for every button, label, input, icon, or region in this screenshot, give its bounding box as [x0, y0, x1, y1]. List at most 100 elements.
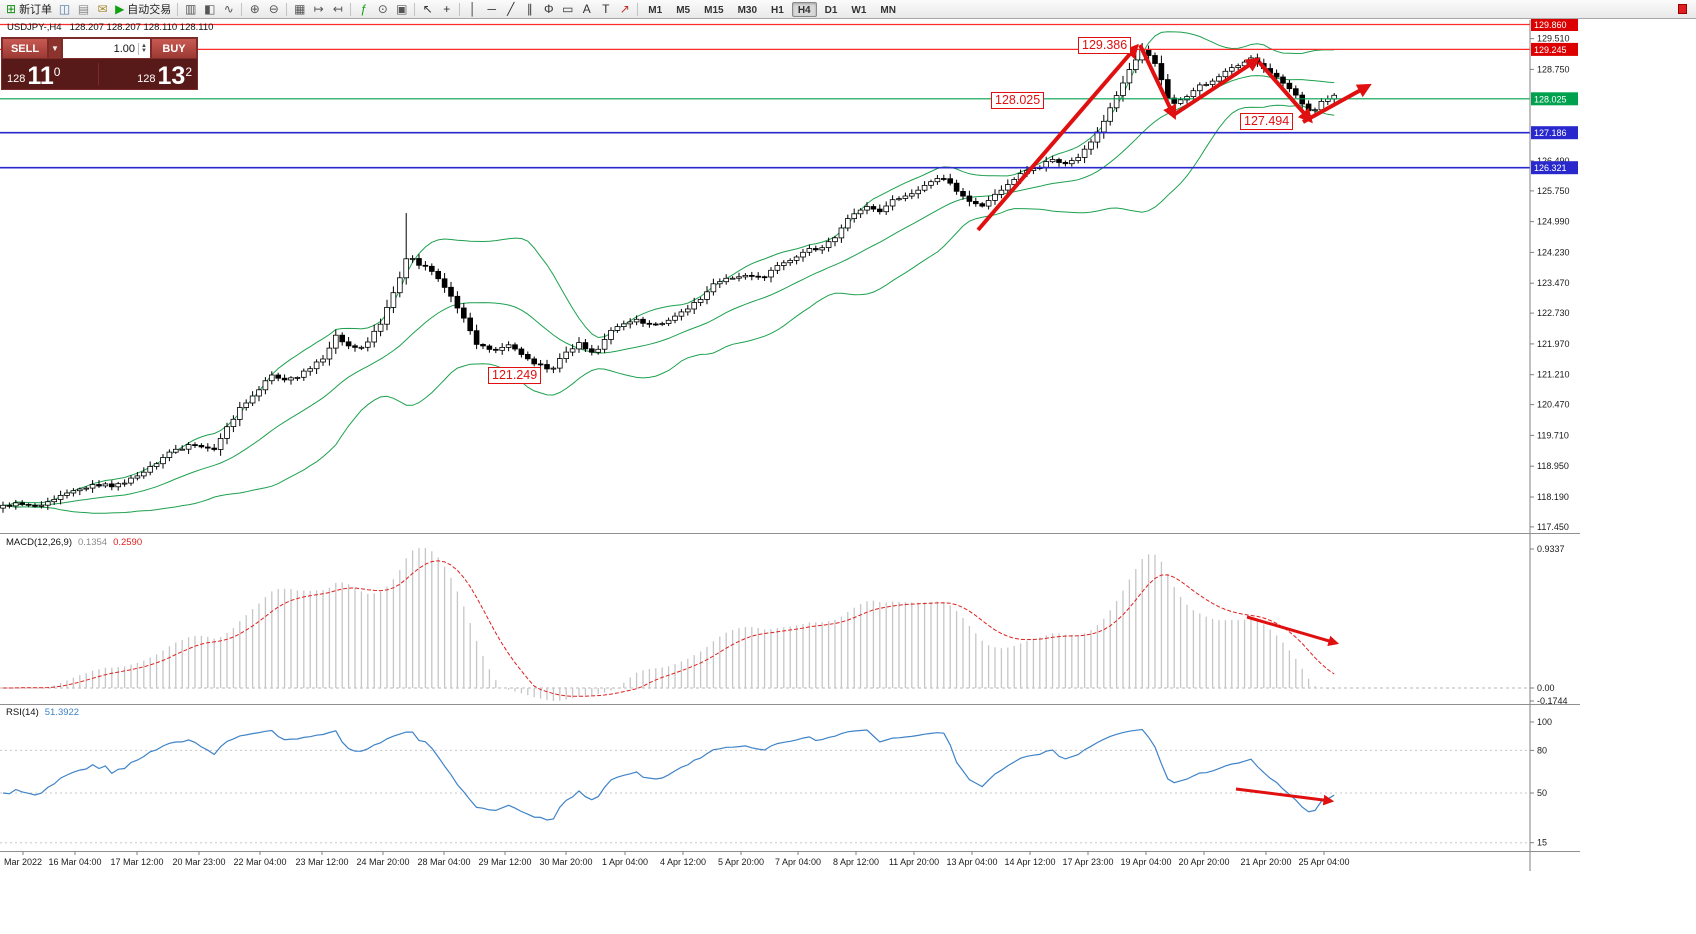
toolbar-text-tool-button[interactable]: A [577, 1, 596, 17]
toolbar-new-order-button[interactable]: ⊞ 新订单 [3, 1, 55, 17]
toolbar-trendline-tool-button[interactable]: ╱ [501, 1, 520, 17]
rsi-line [2, 728, 1335, 821]
symbol-title: USDJPY-,H4 [7, 22, 62, 33]
volume-stepper[interactable]: ▲ ▼ [138, 42, 149, 55]
toolbar-chart-shift-button[interactable]: ↤ [328, 1, 347, 17]
volume-field[interactable]: 1.00 ▲ ▼ [62, 38, 151, 59]
line-chart-type-icon: ∿ [223, 2, 234, 16]
trend-arrow[interactable] [976, 43, 1139, 232]
trend-arrow[interactable] [1138, 44, 1177, 120]
toolbar-auto-trading-button[interactable]: ▶ 自动交易 [112, 1, 174, 17]
toolbar-tile-windows-button[interactable]: ▦ [290, 1, 309, 17]
toolbar-zoom-out-button[interactable]: ⊖ [264, 1, 283, 17]
time-label: 21 Apr 20:00 [1240, 857, 1291, 867]
time-label: 13 Apr 04:00 [946, 857, 997, 867]
trend-arrow[interactable] [1246, 615, 1340, 647]
bar-chart-type-icon: ▥ [185, 2, 197, 16]
buy-button[interactable]: BUY [151, 38, 197, 59]
trend-annotations[interactable] [976, 43, 1372, 806]
toolbar-arrow-tool-button[interactable]: ↗ [615, 1, 634, 17]
timeframe-M15[interactable]: M15 [704, 4, 724, 16]
toolbar-items: ⊞ 新订单 ◫ ▤ ✉ ▶ 自动交易 ▥ ◧ ∿ ⊕ ⊖ ▦ ↦ ↤ ƒ ⊙ ▣ ↖ + │ ─ ╱ ∥ Φ ▭ A T ↗ [3, 0, 641, 18]
rsi-name: RSI(14) [6, 707, 39, 718]
price-annotation-label[interactable]: 121.249 [488, 367, 542, 384]
bollinger-middle-band [2, 75, 1335, 507]
macd-axis-label: 0.00 [1537, 683, 1555, 693]
auto-scroll-icon: ↦ [313, 2, 324, 16]
periods-icon: ⊙ [377, 2, 388, 16]
auto-trading-icon: ▶ [115, 2, 125, 16]
toolbar-fibonacci-tool-button[interactable]: Φ [539, 1, 558, 17]
horizontal-level-lines[interactable] [0, 23, 1530, 169]
toolbar-cursor-button[interactable]: ↖ [418, 1, 437, 17]
timeframe-MN[interactable]: MN [880, 4, 896, 16]
toolbar-vertical-line-tool-button[interactable]: │ [463, 1, 482, 17]
timeframe-M1[interactable]: M1 [648, 4, 663, 16]
ohlc-values: 128.207 128.207 128.110 128.110 [69, 22, 214, 33]
price-marker [1531, 126, 1578, 140]
candles [0, 43, 1338, 513]
time-label: 8 Apr 12:00 [833, 857, 879, 867]
toolbar-separator [350, 2, 352, 16]
sell-options-caret-icon[interactable]: ▼ [48, 38, 62, 59]
time-label: 20 Apr 20:00 [1178, 857, 1229, 867]
bid-prefix: 128 [7, 73, 26, 85]
svg-text:128.025: 128.025 [1534, 94, 1567, 104]
toolbar-data-window-button[interactable]: ▤ [74, 1, 93, 17]
toolbar-periods-button[interactable]: ⊙ [373, 1, 392, 17]
toolbar-candle-chart-type-button[interactable]: ◧ [200, 1, 219, 17]
price-tick-label: 124.230 [1537, 247, 1570, 257]
svg-text:129.860: 129.860 [1534, 20, 1567, 30]
stepper-down-icon[interactable]: ▼ [141, 47, 147, 54]
price-annotation-label[interactable]: 127.494 [1240, 113, 1294, 130]
trend-arrow[interactable] [1170, 57, 1261, 118]
macd-main-value: 0.1354 [78, 537, 108, 548]
time-label: Mar 2022 [4, 857, 42, 867]
price-tick-label: 121.210 [1537, 370, 1570, 380]
toolbar-channel-tool-button[interactable]: ∥ [520, 1, 539, 17]
toolbar-bar-chart-type-button[interactable]: ▥ [181, 1, 200, 17]
macd-signal-line [3, 560, 1335, 697]
trend-arrow[interactable] [1235, 787, 1335, 806]
timeframe-M30[interactable]: M30 [737, 4, 758, 16]
toolbar-templates-button[interactable]: ▣ [392, 1, 411, 17]
vertical-line-tool-icon: │ [469, 2, 477, 16]
trend-arrow[interactable] [1257, 60, 1313, 124]
toolbar-auto-scroll-button[interactable]: ↦ [309, 1, 328, 17]
timeframe-M5[interactable]: M5 [676, 4, 691, 16]
toolbar-crosshair-button[interactable]: + [437, 1, 456, 17]
price-tick-label: 121.970 [1537, 339, 1570, 349]
sell-button[interactable]: SELL [2, 38, 48, 59]
toolbar-market-watch-button[interactable]: ◫ [55, 1, 74, 17]
macd-panel: 0.9337 0.00 -0.1744 [0, 544, 1568, 706]
timeframe-H1[interactable]: H1 [771, 4, 784, 16]
trend-arrow[interactable] [1302, 83, 1372, 124]
toolbar-line-chart-type-button[interactable]: ∿ [219, 1, 238, 17]
toolbar-zoom-in-button[interactable]: ⊕ [245, 1, 264, 17]
one-click-trading-panel: SELL ▼ 1.00 ▲ ▼ BUY 128 11 0 128 13 2 [1, 37, 198, 90]
toolbar-indicators-add-button[interactable]: ƒ [354, 1, 373, 17]
price-annotation-label[interactable]: 128.025 [991, 92, 1045, 109]
timeframe-W1[interactable]: W1 [851, 4, 867, 16]
timeframe-H4[interactable]: H4 [791, 1, 817, 17]
time-label: 11 Apr 20:00 [889, 857, 939, 867]
zoom-in-icon: ⊕ [249, 2, 260, 16]
time-axis[interactable]: Mar 2022 16 Mar 04:00 17 Mar 12:00 20 Mar 2… [4, 851, 1350, 867]
time-label: 25 Apr 04:00 [1298, 857, 1349, 867]
price-annotation-label[interactable]: 129.386 [1078, 37, 1132, 54]
toolbar-horizontal-line-tool-button[interactable]: ─ [482, 1, 501, 17]
bid-price: 128 11 0 [7, 64, 60, 89]
price-axis: 129.510 128.750 126.490 125.750 124.990 124.2… [1529, 18, 1578, 871]
toolbar-navigator-button[interactable]: ✉ [93, 1, 112, 17]
price-divider [98, 62, 100, 85]
toolbar-label-tool-button[interactable]: T [596, 1, 615, 17]
toolbar-separator [286, 2, 288, 16]
cursor-icon: ↖ [422, 2, 433, 16]
alert-indicator[interactable] [1678, 4, 1687, 14]
time-label: 5 Apr 20:00 [718, 857, 764, 867]
timeframe-D1[interactable]: D1 [824, 4, 838, 16]
panel-separators[interactable] [0, 533, 1580, 852]
volume-value: 1.00 [113, 42, 136, 55]
stepper-up-icon[interactable]: ▲ [141, 42, 147, 49]
toolbar-shapes-tool-button[interactable]: ▭ [558, 1, 577, 17]
